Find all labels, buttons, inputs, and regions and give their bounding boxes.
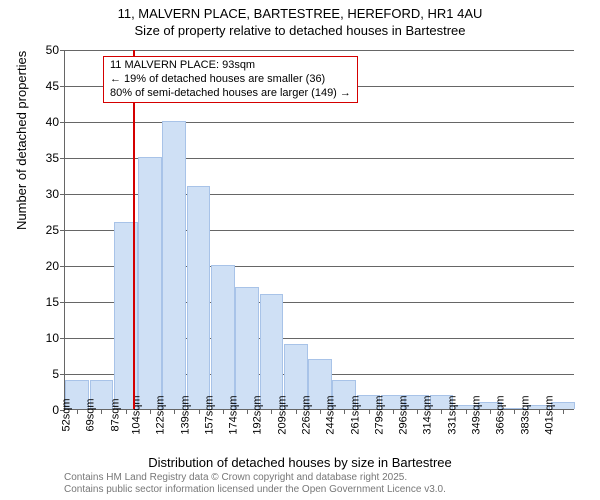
x-tick-label: 296sqm	[398, 395, 410, 434]
x-tick-mark	[174, 409, 175, 414]
chart-title-block: 11, MALVERN PLACE, BARTESTREE, HEREFORD,…	[0, 0, 600, 40]
x-tick-mark	[539, 409, 540, 414]
y-tick-label: 30	[46, 187, 65, 201]
x-axis-title: Distribution of detached houses by size …	[0, 455, 600, 470]
x-tick-mark	[150, 409, 151, 414]
x-tick-label: 87sqm	[109, 398, 121, 431]
y-tick-label: 5	[52, 367, 65, 381]
y-gridline	[65, 50, 574, 51]
annotation-line: 80% of semi-detached houses are larger (…	[110, 87, 351, 101]
y-tick-label: 25	[46, 223, 65, 237]
reference-line	[133, 50, 135, 409]
x-tick-mark	[417, 409, 418, 414]
y-tick-label: 45	[46, 79, 65, 93]
x-tick-label: 401sqm	[543, 395, 555, 434]
title-line-1: 11, MALVERN PLACE, BARTESTREE, HEREFORD,…	[0, 6, 600, 23]
y-tick-label: 50	[46, 43, 65, 57]
histogram-plot-area: 0510152025303540455052sqm69sqm87sqm104sq…	[64, 50, 574, 410]
x-tick-label: 52sqm	[61, 398, 73, 431]
annotation-line: ← 19% of detached houses are smaller (36…	[110, 73, 351, 87]
x-tick-mark	[344, 409, 345, 414]
x-tick-mark	[393, 409, 394, 414]
histogram-bar	[187, 186, 211, 409]
x-tick-mark	[441, 409, 442, 414]
x-tick-mark	[490, 409, 491, 414]
histogram-bar	[138, 157, 162, 409]
x-tick-label: 383sqm	[519, 395, 531, 434]
footer-line-2: Contains public sector information licen…	[64, 484, 446, 496]
x-tick-label: 366sqm	[495, 395, 507, 434]
x-tick-label: 122sqm	[155, 395, 167, 434]
y-gridline	[65, 122, 574, 123]
y-tick-label: 15	[46, 295, 65, 309]
x-tick-label: 279sqm	[373, 395, 385, 434]
x-tick-label: 244sqm	[325, 395, 337, 434]
x-tick-label: 209sqm	[276, 395, 288, 434]
x-tick-mark	[101, 409, 102, 414]
x-tick-mark	[296, 409, 297, 414]
y-axis-title: Number of detached properties	[14, 51, 29, 230]
footer-attribution: Contains HM Land Registry data © Crown c…	[64, 472, 446, 496]
x-tick-label: 331sqm	[446, 395, 458, 434]
histogram-bar	[260, 294, 284, 409]
x-tick-label: 261sqm	[349, 395, 361, 434]
x-tick-label: 192sqm	[252, 395, 264, 434]
x-tick-mark	[126, 409, 127, 414]
y-tick-label: 40	[46, 115, 65, 129]
x-tick-label: 69sqm	[85, 398, 97, 431]
x-tick-label: 139sqm	[179, 395, 191, 434]
x-tick-label: 226sqm	[300, 395, 312, 434]
x-tick-mark	[369, 409, 370, 414]
x-tick-mark	[199, 409, 200, 414]
footer-line-1: Contains HM Land Registry data © Crown c…	[64, 472, 446, 484]
y-tick-label: 10	[46, 331, 65, 345]
annotation-line: 11 MALVERN PLACE: 93sqm	[110, 59, 351, 73]
x-tick-mark	[223, 409, 224, 414]
x-tick-mark	[320, 409, 321, 414]
x-tick-label: 157sqm	[203, 395, 215, 434]
x-tick-label: 314sqm	[422, 395, 434, 434]
histogram-bar	[211, 265, 235, 409]
annotation-box: 11 MALVERN PLACE: 93sqm← 19% of detached…	[103, 56, 358, 103]
x-tick-mark	[271, 409, 272, 414]
x-tick-mark	[466, 409, 467, 414]
x-tick-mark	[77, 409, 78, 414]
title-line-2: Size of property relative to detached ho…	[0, 23, 600, 40]
y-tick-label: 20	[46, 259, 65, 273]
x-tick-label: 349sqm	[470, 395, 482, 434]
x-tick-mark	[247, 409, 248, 414]
x-tick-label: 174sqm	[228, 395, 240, 434]
histogram-bar	[162, 121, 186, 409]
x-tick-mark	[563, 409, 564, 414]
y-tick-label: 35	[46, 151, 65, 165]
histogram-bar	[235, 287, 259, 409]
x-tick-mark	[514, 409, 515, 414]
